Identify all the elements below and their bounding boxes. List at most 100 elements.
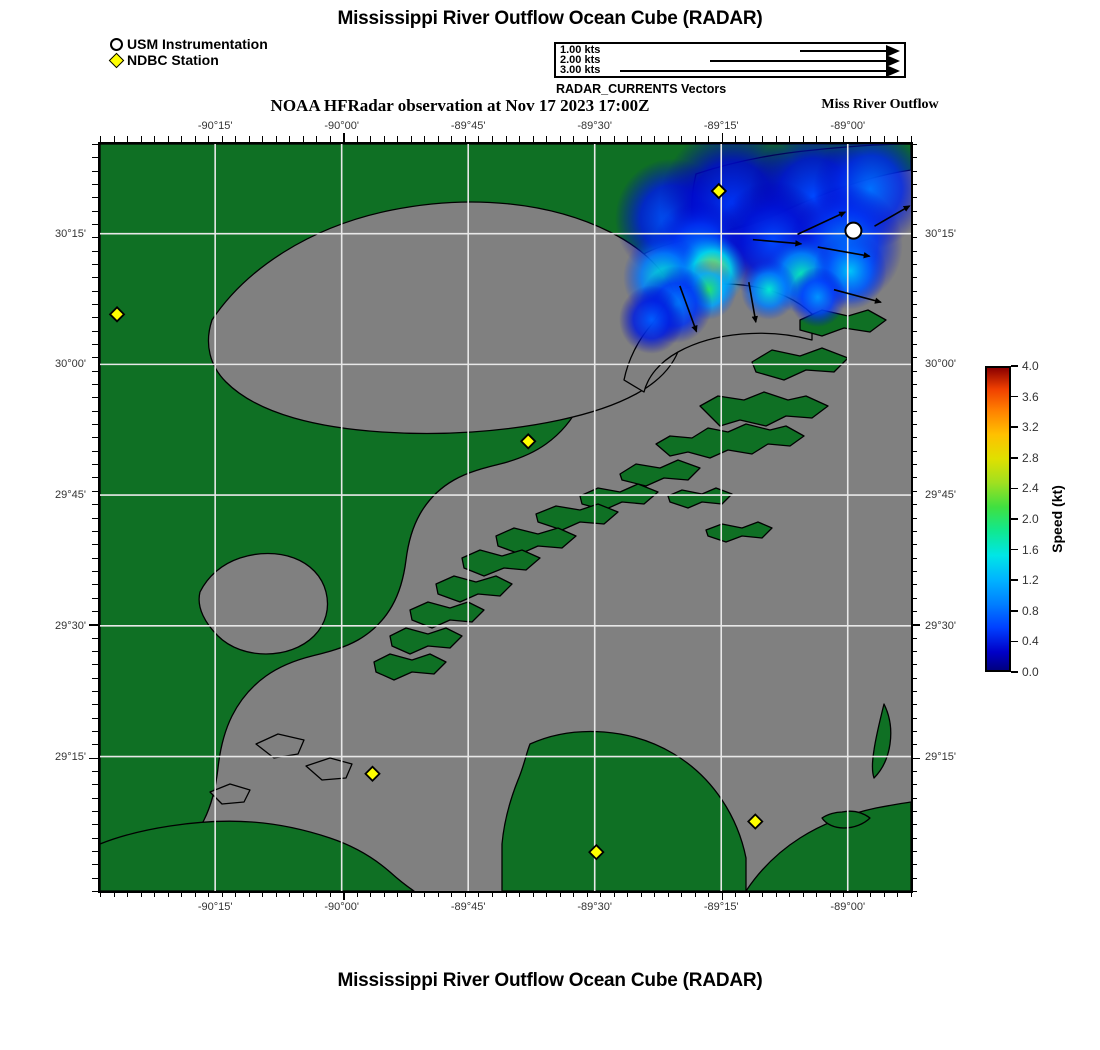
speed-field-layer <box>614 144 911 354</box>
legend-label-usm: USM Instrumentation <box>127 36 268 52</box>
legend-item-usm: USM Instrumentation <box>110 36 268 52</box>
y-axis-label-left: 30°15' <box>55 227 86 240</box>
colorbar-tick <box>1011 548 1018 551</box>
legend-label-ndbc: NDBC Station <box>127 52 219 68</box>
legend-item-ndbc: NDBC Station <box>108 52 268 68</box>
vector-scale-row-2: 2.00 kts <box>556 54 904 67</box>
vector-scale-row-3: 3.00 kts <box>556 64 904 77</box>
observation-subtitle: NOAA HFRadar observation at Nov 17 2023 … <box>270 96 650 115</box>
region-label: Miss River Outflow <box>821 97 939 112</box>
x-axis-label-bottom: -90°00' <box>324 901 359 913</box>
marsh-island-11 <box>389 627 463 655</box>
ndbc-station-marker[interactable] <box>108 306 126 323</box>
map-gridlines <box>100 144 911 891</box>
usm-circle-icon <box>110 37 123 51</box>
colorbar-tick-label: 3.6 <box>1022 389 1039 404</box>
speed-patch <box>789 267 847 328</box>
x-axis-label-bottom: -89°00' <box>830 901 866 913</box>
vector-scale-label-2: 2.00 kts <box>560 54 601 66</box>
colorbar-tick <box>1011 671 1018 673</box>
lake-pontchartrain <box>207 201 684 435</box>
current-vector <box>748 282 758 324</box>
colorbar-tick <box>1011 487 1018 490</box>
marsh-island-0 <box>655 423 805 459</box>
x-axis-label-bottom: -89°15' <box>703 901 739 913</box>
colorbar-tick <box>1011 395 1018 398</box>
colorbar-tick <box>1011 457 1018 459</box>
marsh-island-7 <box>495 527 577 555</box>
y-axis-label-left: 29°30' <box>55 619 86 632</box>
footer-title: Mississippi River Outflow Ocean Cube (RA… <box>337 970 763 991</box>
colorbar-tick <box>1011 640 1018 643</box>
vector-scale-line-3 <box>620 70 890 72</box>
colorbar-tick <box>1011 365 1018 367</box>
colorbar-tick-label: 1.6 <box>1022 542 1039 557</box>
colorbar-tick-label: 3.2 <box>1022 420 1039 435</box>
ndbc-station-marker[interactable] <box>588 843 605 861</box>
speed-patch <box>740 259 798 320</box>
ndbc-station-marker[interactable] <box>710 182 728 200</box>
x-axis-label-top: -90°00' <box>324 120 359 132</box>
vector-scale-arrowhead-2 <box>886 55 900 67</box>
current-vectors-layer <box>679 205 911 333</box>
colorbar-tick <box>1011 579 1018 581</box>
vector-scale-line-1 <box>800 50 890 52</box>
x-axis-label-top: -90°15' <box>197 120 233 132</box>
vector-scale-label-1: 1.00 kts <box>560 44 601 56</box>
vector-scale-label-3: 3.00 kts <box>560 64 601 76</box>
current-vector <box>797 211 847 236</box>
vector-scale-line-2 <box>710 60 890 62</box>
current-vector <box>817 246 871 259</box>
current-vector <box>679 285 698 333</box>
vector-scale-arrowhead-1 <box>886 45 900 57</box>
vector-scale-arrowhead-3 <box>886 65 900 77</box>
vector-scale-row-1: 1.00 kts <box>556 44 904 57</box>
inlet-b <box>305 757 353 781</box>
colorbar-tick-label: 0.4 <box>1022 634 1039 649</box>
marsh-island-9 <box>435 575 513 603</box>
chandeleur-north <box>871 703 892 779</box>
y-axis-label-right: 29°30' <box>925 619 956 632</box>
marsh-island-8 <box>461 549 541 577</box>
ndbc-station-marker[interactable] <box>519 433 537 450</box>
colorbar-tick-label: 2.4 <box>1022 481 1039 496</box>
marsh-island-10 <box>409 601 485 629</box>
marsh-island-4 <box>619 459 701 487</box>
usm-instrumentation-marker[interactable] <box>844 221 863 240</box>
colorbar-tick <box>1011 426 1018 428</box>
x-axis-label-top: -89°15' <box>703 120 739 132</box>
x-tick-top <box>721 133 724 142</box>
marsh-island-13 <box>667 487 733 509</box>
colorbar-tick-label: 1.2 <box>1022 573 1039 588</box>
station-markers-layer[interactable] <box>108 182 863 861</box>
ndbc-station-marker[interactable] <box>364 765 381 782</box>
colorbar-tick-label: 0.0 <box>1022 665 1039 679</box>
marsh-island-6 <box>535 503 619 531</box>
x-axis-label-bottom: -89°45' <box>450 901 486 913</box>
y-axis-label-right: 30°00' <box>925 358 956 371</box>
current-vector <box>833 288 882 304</box>
colorbar-tick-label: 2.0 <box>1022 512 1039 526</box>
y-tick-left <box>89 624 98 626</box>
ndbc-station-marker[interactable] <box>747 813 764 830</box>
x-axis-label-top: -89°30' <box>577 120 613 132</box>
barrier-island-west <box>100 820 415 891</box>
colorbar-tick <box>1011 610 1018 612</box>
colorbar-tick-label: 4.0 <box>1022 359 1039 373</box>
inlet-a <box>255 733 305 759</box>
colorbar-tick <box>1011 518 1018 520</box>
vector-scale-caption: RADAR_CURRENTS Vectors <box>556 82 727 96</box>
colorbar-gradient <box>985 366 1011 672</box>
colorbar-tick-label: 2.8 <box>1022 450 1039 465</box>
y-axis-label-left: 29°15' <box>55 750 86 763</box>
x-axis-label-top: -89°45' <box>450 120 486 132</box>
x-axis-label-bottom: -90°15' <box>197 901 233 913</box>
map-canvas[interactable] <box>98 142 913 893</box>
inlet-c <box>209 783 251 805</box>
marsh-island-14 <box>705 521 773 543</box>
x-axis-label-bottom: -89°30' <box>577 901 613 913</box>
current-vector <box>752 238 803 247</box>
y-axis-label-right: 30°15' <box>925 227 956 240</box>
marsh-island-1 <box>699 391 829 427</box>
colorbar-tick-label: 0.8 <box>1022 603 1039 618</box>
